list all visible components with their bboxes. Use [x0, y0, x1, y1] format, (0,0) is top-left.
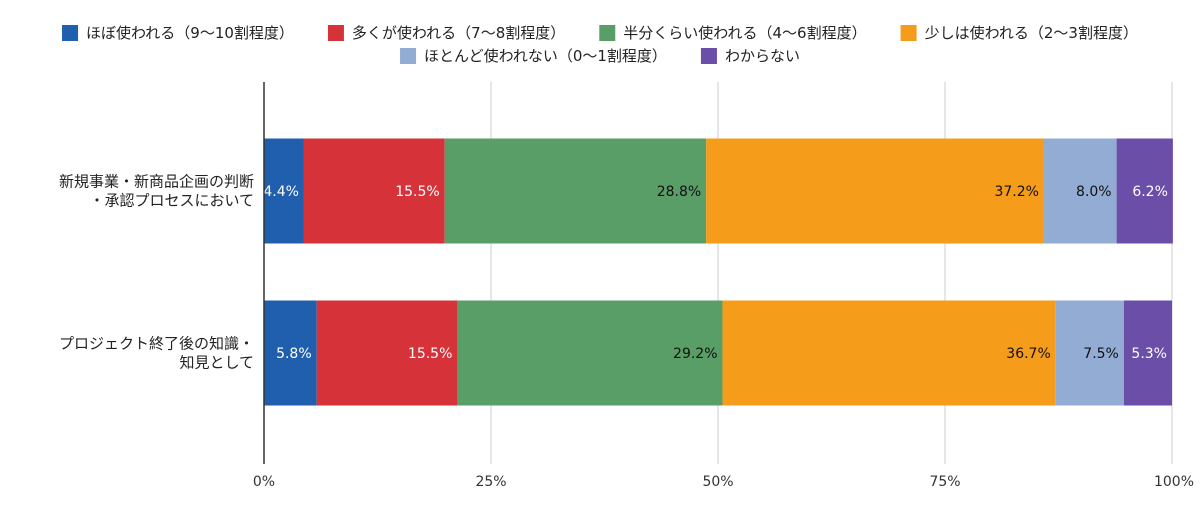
bar-segment [1055, 300, 1124, 406]
legend-label: 少しは使われる（2〜3割程度） [925, 24, 1138, 42]
category-label: ・承認プロセスにおいて [89, 192, 254, 210]
legend-label: わからない [725, 47, 800, 65]
data-label: 5.8% [276, 346, 312, 362]
x-tick-label: 25% [475, 474, 506, 490]
data-label: 5.3% [1131, 346, 1167, 362]
data-label: 6.2% [1132, 184, 1168, 200]
bar-segment [316, 300, 458, 406]
bar-segment [444, 138, 707, 244]
legend-label: ほとんど使われない（0〜1割程度） [424, 47, 667, 65]
bar-segment [706, 138, 1044, 244]
data-label: 4.4% [263, 184, 299, 200]
x-tick-label: 100% [1154, 474, 1194, 490]
data-label: 36.7% [1006, 346, 1050, 362]
category-labels: 新規事業・新商品企画の判断・承認プロセスにおいてプロジェクト終了後の知識・知見と… [59, 173, 254, 372]
data-label: 15.5% [395, 184, 439, 200]
bar-segment [303, 138, 445, 244]
bar-segment [1123, 300, 1172, 406]
bar-segment [722, 300, 1056, 406]
bar-segment [1043, 138, 1117, 244]
data-label: 15.5% [408, 346, 452, 362]
legend-swatch [62, 25, 79, 41]
legend-label: ほぼ使われる（9〜10割程度） [86, 24, 294, 42]
legend-label: 半分くらい使われる（4〜6割程度） [623, 24, 866, 42]
bar-segment [1116, 138, 1173, 244]
legend: ほぼ使われる（9〜10割程度） 多くが使われる（7〜8割程度） 半分くらい使われる（… [62, 24, 1138, 65]
x-axis-ticks: 0% 25% 50% 75% 100% [253, 474, 1194, 490]
legend-swatch [700, 48, 717, 64]
data-label: 8.0% [1076, 184, 1112, 200]
category-label: プロジェクト終了後の知識・ [59, 335, 254, 353]
x-tick-label: 50% [702, 474, 733, 490]
legend-swatch [327, 25, 344, 41]
x-tick-label: 75% [929, 474, 960, 490]
data-label: 28.8% [657, 184, 701, 200]
bars: 4.4% 15.5% 28.8% 37.2% 8.0% 6.2% 5.8% 15.5% 29.2… [263, 82, 1173, 464]
legend-label: 多くが使われる（7〜8割程度） [352, 24, 565, 42]
legend-swatch [599, 25, 616, 41]
x-tick-label: 0% [253, 474, 275, 490]
data-label: 7.5% [1083, 346, 1119, 362]
category-label: 知見として [179, 354, 254, 372]
bar-segment [457, 300, 723, 406]
category-label: 新規事業・新商品企画の判断 [59, 173, 254, 191]
legend-swatch [900, 25, 917, 41]
data-label: 29.2% [673, 346, 717, 362]
bar-segment [264, 138, 304, 244]
legend-swatch [400, 48, 417, 64]
bar-segment [264, 300, 317, 406]
data-label: 37.2% [994, 184, 1038, 200]
